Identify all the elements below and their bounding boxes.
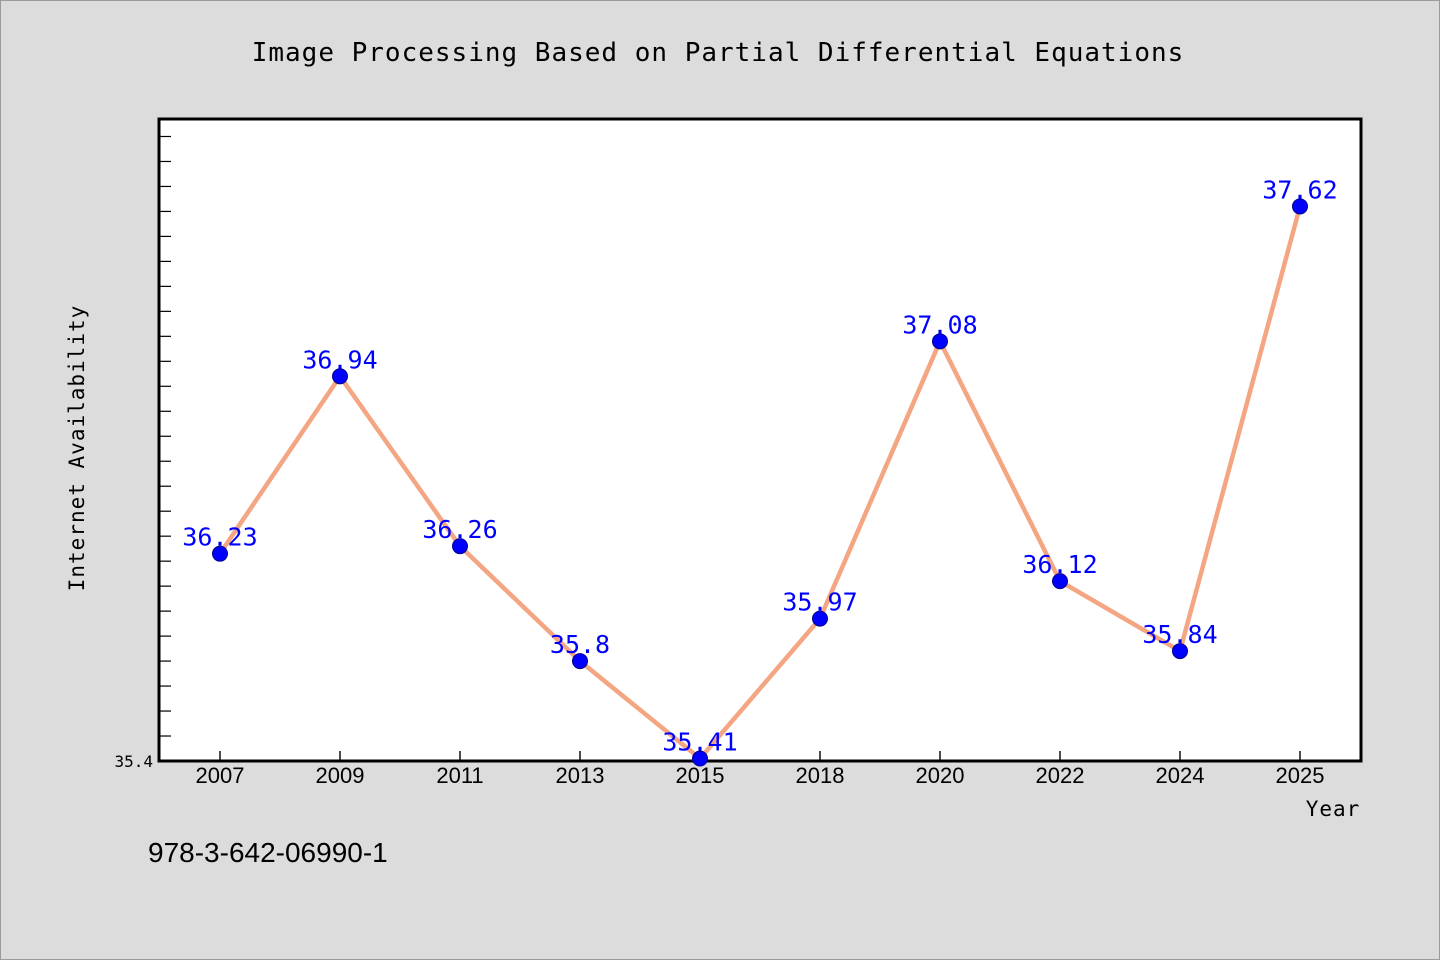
- x-tick-label: 2020: [916, 763, 965, 788]
- data-labels: 36.23 36.94 36.26 35.8 35.41 35.97 37.08 36.12 3…: [182, 175, 1337, 756]
- plot-area: [157, 117, 1363, 763]
- x-tick-label: 2015: [676, 763, 725, 788]
- data-point: [812, 610, 828, 627]
- x-tick-label: 2024: [1156, 763, 1205, 788]
- x-tick-label: 2007: [196, 763, 245, 788]
- data-label: 35.41: [662, 728, 737, 757]
- footnote-isbn: 978-3-642-06990-1: [148, 837, 388, 868]
- data-label: 36.26: [422, 515, 497, 544]
- y-axis-ticks: 35.4: [114, 135, 171, 771]
- data-label: 37.08: [902, 310, 977, 339]
- data-label: 36.12: [1022, 550, 1097, 579]
- chart-title: Image Processing Based on Partial Differ…: [252, 38, 1185, 68]
- x-tick-label: 2025: [1276, 763, 1325, 788]
- data-point: [1172, 643, 1188, 660]
- x-axis-label: Year: [1306, 797, 1361, 821]
- data-point: [212, 545, 228, 562]
- x-axis-ticks: 2007 2009 2011 2013 2015 2018 2020 2022 2024 2025: [196, 751, 1325, 788]
- data-point: [1052, 573, 1068, 590]
- x-tick-label: 2013: [556, 763, 605, 788]
- data-point: [572, 653, 588, 670]
- data-point: [692, 750, 708, 767]
- series-markers: [212, 198, 1308, 767]
- data-point: [452, 538, 468, 555]
- data-label: 35.97: [782, 588, 857, 617]
- data-label: 35.8: [550, 630, 610, 659]
- data-label: 36.23: [182, 523, 257, 552]
- x-tick-label: 2022: [1036, 763, 1085, 788]
- data-point: [1292, 198, 1308, 215]
- x-tick-label: 2009: [316, 763, 365, 788]
- data-label: 35.84: [1142, 620, 1217, 649]
- y-axis-label: Internet Availability: [65, 305, 89, 592]
- x-tick-label: 2011: [436, 763, 483, 788]
- x-tick-label: 2018: [796, 763, 845, 788]
- data-label: 37.62: [1262, 175, 1337, 204]
- series-line: [218, 205, 1303, 761]
- data-label: 36.94: [302, 345, 377, 374]
- y-tick-label: 35.4: [114, 752, 153, 771]
- data-point: [932, 333, 948, 350]
- data-point: [332, 368, 348, 385]
